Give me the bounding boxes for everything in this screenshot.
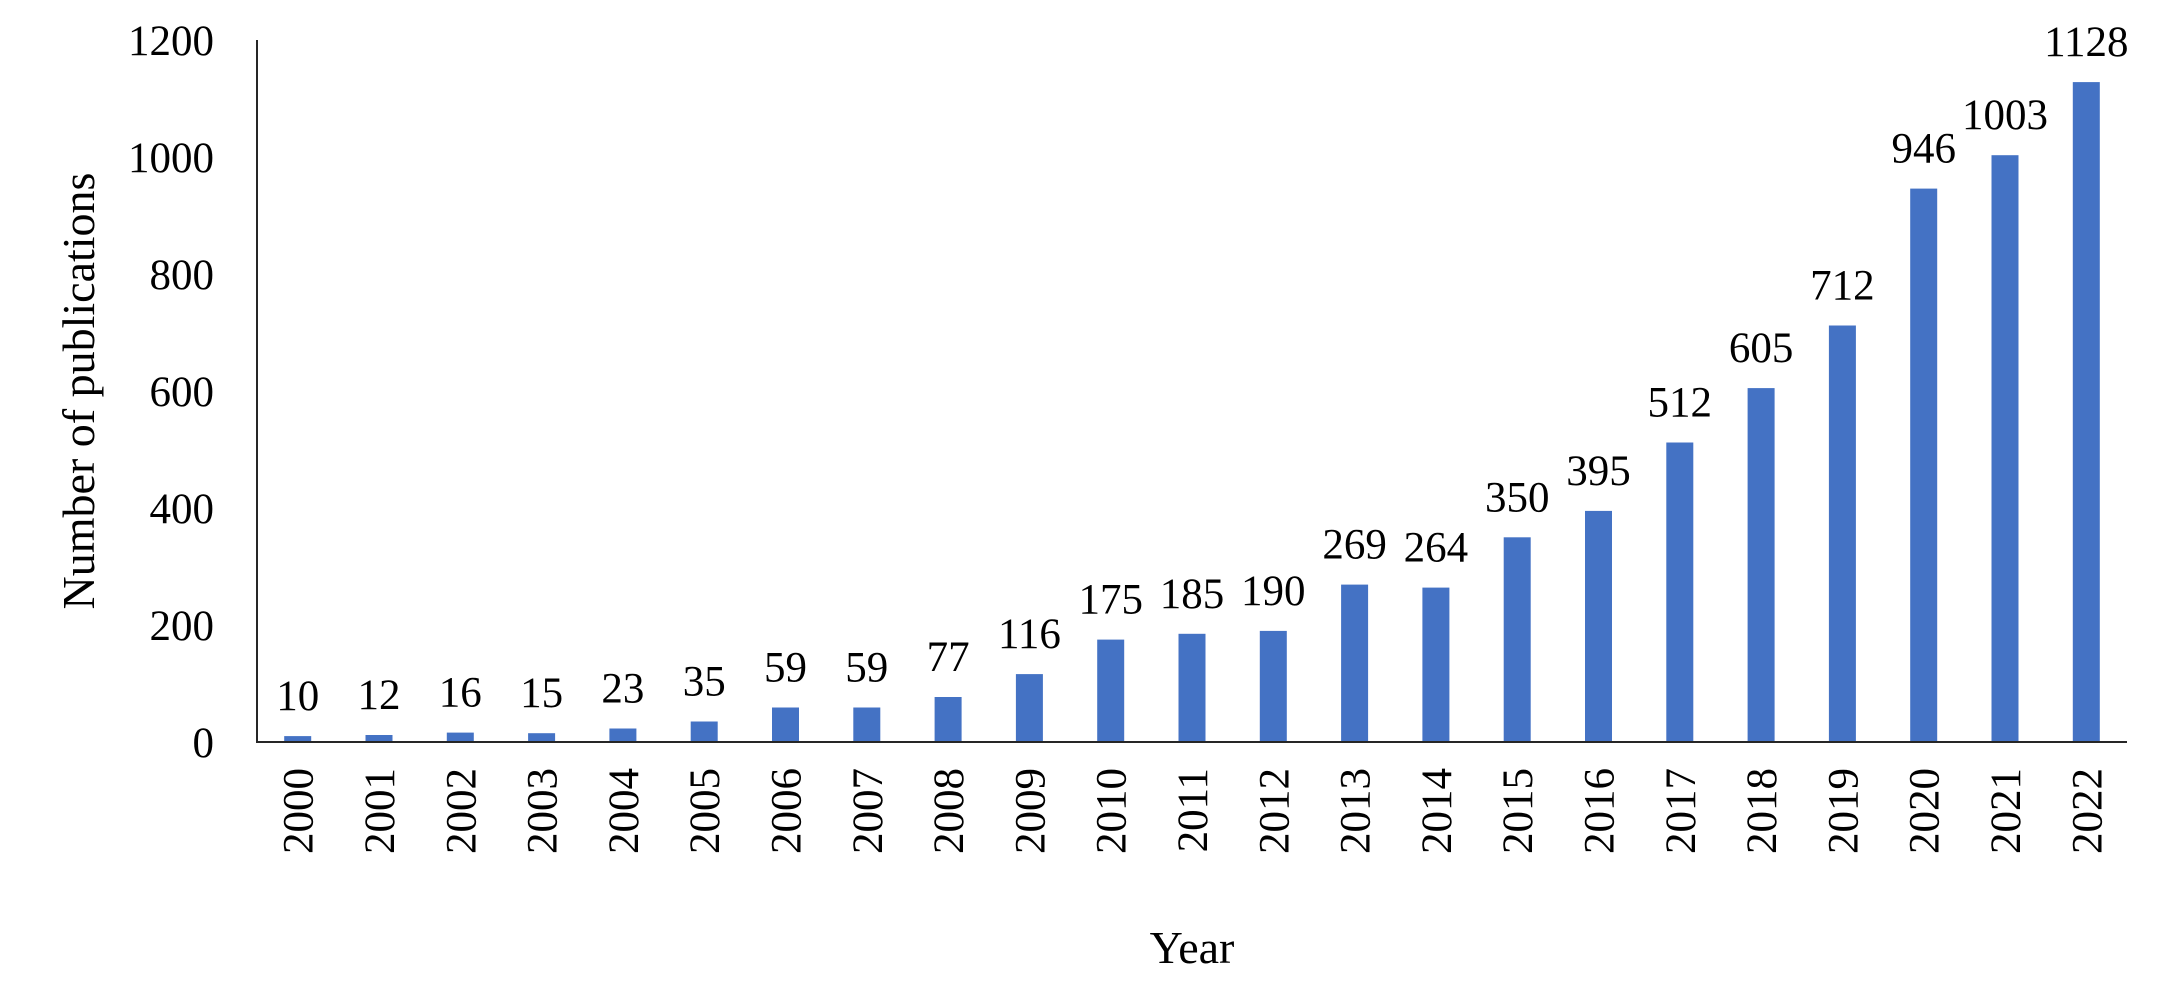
x-tick-label-2014: 2014 [1414,768,1461,854]
value-label-2009: 116 [998,611,1061,658]
value-label-2005: 35 [683,659,726,706]
bar-2015 [1503,537,1531,743]
x-tick-label-2009: 2009 [1007,768,1054,854]
x-tick-label-2004: 2004 [601,768,648,854]
bar-2007 [853,707,881,742]
x-tick-label-2005: 2005 [682,768,729,854]
value-label-2002: 16 [439,670,482,717]
x-tick-label-2018: 2018 [1739,768,1786,854]
bar-2011 [1178,633,1206,742]
x-tick-label-2008: 2008 [926,768,973,854]
x-tick-label-2017: 2017 [1658,768,1705,854]
x-tick-label-2010: 2010 [1089,768,1136,854]
bar-2017 [1666,442,1694,742]
x-tick-label-2012: 2012 [1251,768,1298,854]
bar-2008 [934,697,962,742]
value-label-2004: 23 [601,666,644,713]
bar-2006 [772,707,799,742]
value-label-2012: 190 [1241,568,1306,615]
bar-2019 [1828,325,1856,742]
value-label-2006: 59 [764,645,807,692]
value-label-2000: 10 [276,673,319,720]
x-tick-label-2022: 2022 [2064,768,2111,854]
value-label-2017: 512 [1648,380,1713,427]
x-tick-label-2002: 2002 [438,768,485,854]
value-label-2022: 1128 [2044,19,2128,66]
x-tick-label-2019: 2019 [1820,768,1867,854]
x-tick-label-2016: 2016 [1577,768,1624,854]
bar-2001 [365,735,393,742]
y-tick-label-600: 600 [150,369,215,416]
value-label-2021: 1003 [1962,92,2048,139]
x-tick-label-2021: 2021 [1983,768,2030,854]
bar-2013 [1341,584,1369,742]
value-labels-group: 10 12 16 15 23 35 59 59 77 116 175 185 190 269 264 350 3… [276,19,2128,720]
value-label-2018: 605 [1729,325,1794,372]
y-tick-label-200: 200 [150,603,215,650]
bars-group [284,82,2100,743]
bar-2020 [1910,188,1938,743]
y-tick-label-400: 400 [150,486,215,533]
bar-2010 [1097,639,1125,742]
axes-group [256,40,2127,743]
x-tick-label-2001: 2001 [357,768,404,854]
bar-2021 [1991,155,2019,742]
y-axis-title: Number of publications [53,173,104,610]
value-label-2007: 59 [845,645,888,692]
x-tick-label-2020: 2020 [1902,768,1949,854]
y-tick-label-800: 800 [150,252,215,299]
bar-2000 [284,736,312,742]
value-label-2010: 175 [1078,577,1143,624]
value-label-2015: 350 [1485,474,1550,521]
value-label-2001: 12 [358,672,401,719]
value-label-2014: 264 [1404,525,1469,572]
bar-2018 [1747,388,1775,742]
bar-2022 [2072,82,2100,743]
x-tick-labels-group: 2000 2001 2002 2003 2004 2005 2006 2007 2008 2009… [276,768,2112,854]
x-tick-label-2015: 2015 [1495,768,1542,854]
x-tick-label-2007: 2007 [845,768,892,854]
value-label-2011: 185 [1160,571,1225,618]
y-tick-label-1000: 1000 [128,135,214,182]
value-label-2019: 712 [1810,263,1875,310]
x-tick-label-2006: 2006 [764,768,811,854]
x-axis-title: Year [1150,922,1235,973]
y-tick-label-0: 0 [193,720,215,767]
x-tick-label-2011: 2011 [1170,768,1217,852]
x-tick-label-2013: 2013 [1333,768,1380,854]
bar-2016 [1585,510,1612,742]
value-label-2008: 77 [927,634,970,681]
bar-2003 [528,733,556,742]
bar-2012 [1259,630,1287,742]
bar-2002 [446,732,474,742]
value-label-2016: 395 [1566,448,1631,495]
value-label-2020: 946 [1891,126,1956,173]
bar-2009 [1015,674,1043,742]
x-tick-label-2003: 2003 [520,768,567,854]
bar-2004 [609,728,637,742]
y-tick-label-1200: 1200 [128,18,214,65]
bar-2005 [690,721,718,742]
value-label-2013: 269 [1322,522,1387,569]
y-tick-labels-group: 0 200 400 600 800 1000 1200 [128,18,214,767]
bar-2014 [1422,587,1450,742]
value-label-2003: 15 [520,670,563,717]
x-tick-label-2000: 2000 [276,768,323,854]
